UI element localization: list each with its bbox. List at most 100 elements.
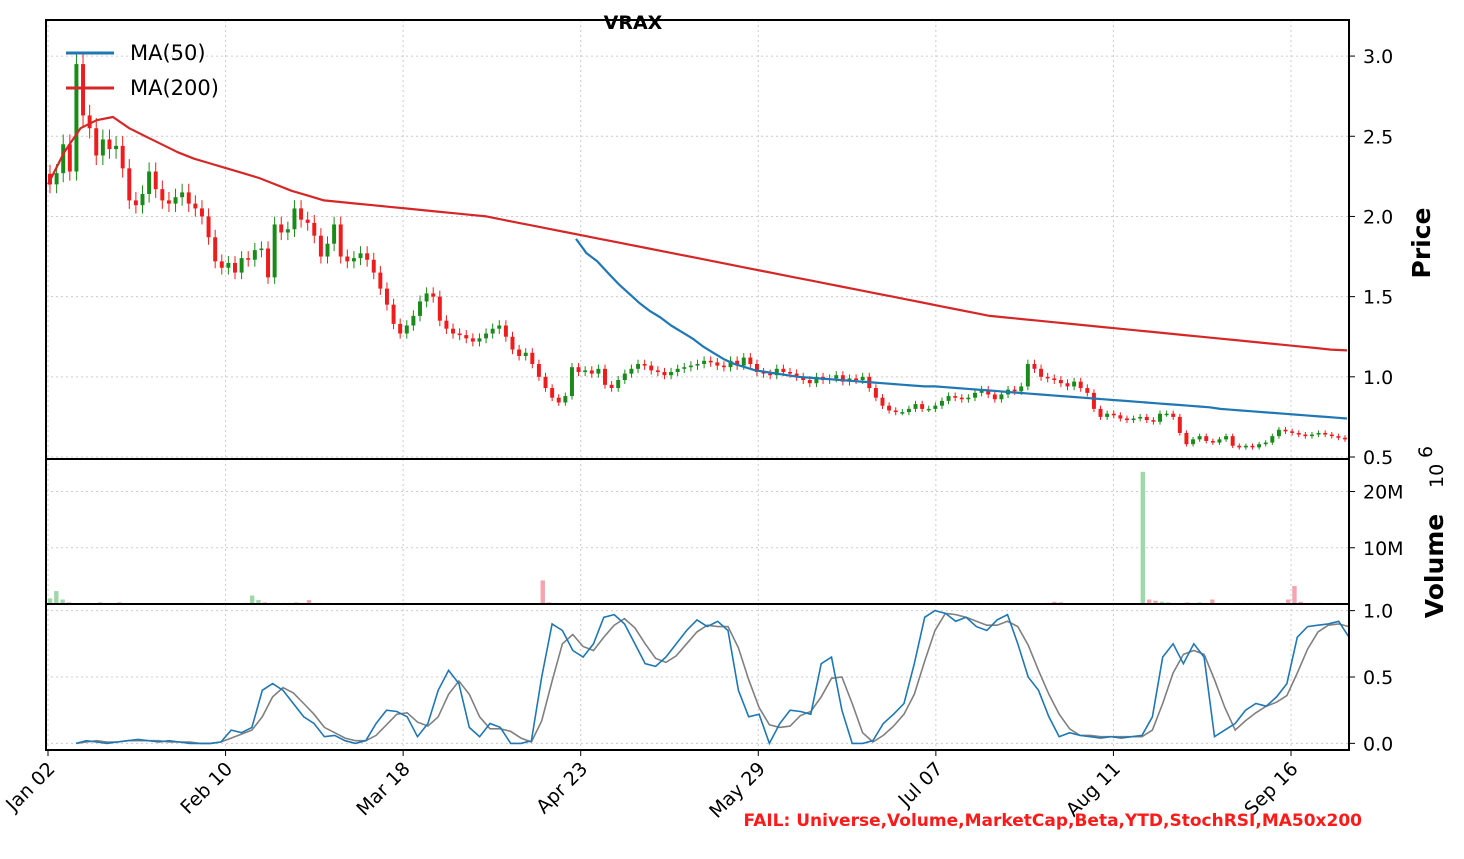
volume-bar bbox=[1285, 599, 1291, 604]
candle-body bbox=[1065, 383, 1070, 387]
candle-body bbox=[160, 189, 165, 201]
volume-bar bbox=[47, 598, 53, 604]
candle-body bbox=[1078, 381, 1083, 389]
candle-body bbox=[966, 397, 971, 400]
candle-body bbox=[444, 320, 449, 329]
candle-body bbox=[411, 315, 416, 326]
candle-body bbox=[1151, 420, 1156, 422]
candle-body bbox=[1025, 363, 1030, 387]
candle-body bbox=[807, 380, 812, 384]
candle-body bbox=[1276, 429, 1281, 437]
volume-bar bbox=[1052, 601, 1057, 604]
candle-body bbox=[1184, 432, 1189, 445]
candle-body bbox=[563, 396, 568, 403]
candle-body bbox=[721, 365, 726, 368]
fail-note: FAIL: Universe,Volume,MarketCap,Beta,YTD… bbox=[744, 811, 1363, 831]
candle-body bbox=[484, 333, 489, 339]
candle-body bbox=[199, 208, 204, 217]
candle-body bbox=[279, 224, 284, 233]
candle-body bbox=[477, 338, 482, 342]
candle-body bbox=[669, 372, 674, 376]
x-tick-label: Jul 07 bbox=[894, 758, 948, 812]
candle-body bbox=[860, 376, 865, 381]
candle-body bbox=[913, 404, 918, 409]
candlesticks bbox=[48, 52, 1347, 450]
stoch-y-tick-label: 0.0 bbox=[1363, 733, 1393, 755]
candle-body bbox=[133, 200, 138, 206]
candle-body bbox=[1171, 413, 1176, 417]
candle-body bbox=[193, 203, 198, 209]
candle-body bbox=[1230, 436, 1235, 446]
candle-body bbox=[391, 304, 396, 324]
candle-body bbox=[999, 394, 1004, 400]
volume-bar bbox=[1298, 601, 1303, 604]
candle-body bbox=[569, 367, 574, 397]
price-y-tick-label: 0.5 bbox=[1363, 447, 1393, 469]
candle-body bbox=[1105, 413, 1110, 417]
candle-body bbox=[536, 363, 541, 377]
candle-body bbox=[642, 363, 647, 366]
candle-body bbox=[1329, 434, 1334, 437]
candle-body bbox=[431, 293, 436, 297]
candle-body bbox=[887, 405, 892, 411]
candle-body bbox=[510, 336, 515, 350]
candle-body bbox=[741, 357, 746, 366]
candle-body bbox=[1343, 437, 1347, 440]
candle-body bbox=[735, 360, 740, 366]
volume-exponent-power: 6 bbox=[1415, 446, 1437, 458]
candle-body bbox=[761, 372, 766, 374]
candle-body bbox=[788, 372, 792, 374]
candle-body bbox=[1085, 388, 1090, 393]
candle-body bbox=[404, 325, 409, 334]
candle-body bbox=[655, 370, 660, 373]
candle-body bbox=[259, 248, 264, 251]
candle-body bbox=[457, 333, 462, 336]
candle-body bbox=[1336, 436, 1341, 438]
candle-body bbox=[702, 360, 707, 364]
candle-body bbox=[774, 368, 779, 376]
candle-body bbox=[246, 258, 251, 260]
candle-body bbox=[503, 325, 508, 337]
candle-body bbox=[1197, 436, 1202, 440]
candle-body bbox=[266, 248, 271, 278]
x-tick-label: Mar 18 bbox=[352, 758, 414, 820]
volume-bar bbox=[1153, 600, 1158, 604]
candle-body bbox=[398, 323, 403, 334]
price-y-tick-label: 2.5 bbox=[1363, 126, 1393, 148]
candle-body bbox=[100, 139, 105, 156]
candle-body bbox=[239, 258, 244, 273]
stoch-y-tick-label: 0.5 bbox=[1363, 667, 1393, 689]
candle-body bbox=[596, 368, 601, 374]
candle-body bbox=[120, 145, 125, 169]
candle-body bbox=[464, 335, 469, 339]
candle-body bbox=[1270, 436, 1275, 443]
candle-body bbox=[801, 376, 806, 381]
candle-body bbox=[1210, 440, 1215, 443]
candle-body bbox=[358, 253, 363, 259]
ma50-line bbox=[575, 238, 1348, 420]
candle-body bbox=[1296, 432, 1301, 435]
candle-body bbox=[973, 392, 977, 398]
candle-body bbox=[754, 363, 759, 373]
candle-body bbox=[332, 224, 337, 244]
candle-body bbox=[708, 360, 713, 363]
candle-body bbox=[74, 64, 79, 172]
panel-frames bbox=[45, 19, 1350, 751]
candle-body bbox=[1098, 408, 1103, 417]
volume-bar bbox=[60, 599, 65, 604]
candle-body bbox=[1058, 380, 1063, 384]
candle-body bbox=[781, 368, 786, 373]
volume-bar bbox=[249, 595, 255, 604]
indicator-lines bbox=[47, 115, 1350, 746]
volume-axis-label: Volume bbox=[1420, 514, 1449, 619]
candle-body bbox=[226, 262, 231, 268]
volume-bar bbox=[306, 600, 312, 604]
candle-body bbox=[517, 349, 522, 356]
candle-body bbox=[814, 376, 819, 384]
candle-body bbox=[728, 360, 733, 368]
candle-body bbox=[576, 367, 581, 373]
candle-body bbox=[1032, 363, 1037, 369]
candle-body bbox=[603, 368, 607, 385]
candle-body bbox=[67, 144, 72, 172]
candle-body bbox=[543, 376, 548, 389]
